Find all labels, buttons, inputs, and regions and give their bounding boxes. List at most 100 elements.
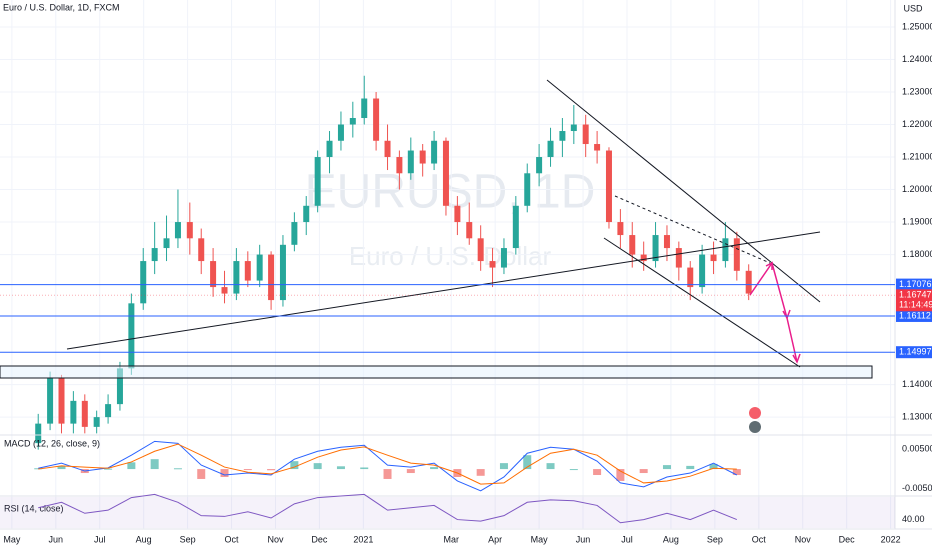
candle-body xyxy=(373,98,380,141)
macd-histogram-bar xyxy=(430,467,439,470)
flag-icon[interactable] xyxy=(749,421,761,433)
candle-body xyxy=(291,222,298,245)
macd-histogram-bar xyxy=(406,469,415,474)
candle-body xyxy=(116,368,123,405)
candle-body xyxy=(512,205,519,249)
candle-body xyxy=(699,254,706,288)
candle-body xyxy=(361,98,368,119)
candle-body xyxy=(174,222,181,239)
macd-histogram-bar xyxy=(662,465,671,470)
x-tick-label: Jul xyxy=(94,534,106,544)
macd-histogram-bar xyxy=(546,463,555,470)
x-tick-label: Mar xyxy=(443,534,459,544)
candle-body xyxy=(500,248,507,268)
candle-body xyxy=(419,150,426,164)
candle-body xyxy=(466,222,473,239)
x-tick-label: Oct xyxy=(752,534,767,544)
price-tag-label: 1.14997 xyxy=(899,347,932,357)
candle-body xyxy=(454,205,461,223)
macd-histogram-bar xyxy=(57,466,66,470)
candle-body xyxy=(279,244,286,301)
candle-body xyxy=(210,261,217,288)
y-tick-label: 1.21000 xyxy=(902,151,932,161)
candle-body xyxy=(570,124,577,132)
x-tick-label: May xyxy=(531,534,549,544)
macd-histogram-bar xyxy=(569,469,578,471)
trend-line xyxy=(66,231,821,350)
macd-histogram-bar xyxy=(593,469,602,476)
candle-body xyxy=(326,140,333,158)
macd-histogram-bar xyxy=(360,467,369,470)
macd-histogram-bar xyxy=(709,463,718,470)
candle-body xyxy=(349,118,356,125)
candle-body xyxy=(244,261,251,281)
candle-body xyxy=(93,417,100,427)
candle-body xyxy=(105,404,112,418)
macd-histogram-bar xyxy=(383,469,392,479)
candle-body xyxy=(396,157,403,174)
drawings xyxy=(0,79,873,433)
dashed-line xyxy=(614,195,771,264)
y-tick-label: 1.25000 xyxy=(902,21,932,31)
candle-body xyxy=(431,140,438,164)
candle-body xyxy=(524,173,531,206)
macd-histogram-bar xyxy=(313,463,322,470)
macd-histogram-bar xyxy=(732,469,741,476)
channel-bottom xyxy=(603,237,801,368)
countdown-label: 11:14:49 xyxy=(899,300,932,310)
x-tick-label: 2022 xyxy=(881,534,901,544)
candle-body xyxy=(675,248,682,268)
macd-histogram-bar xyxy=(336,466,345,470)
candle-body xyxy=(547,140,554,158)
candle-body xyxy=(489,261,496,268)
price-tag xyxy=(896,309,932,322)
x-tick-label: Sep xyxy=(707,534,723,544)
candle-body xyxy=(629,235,636,255)
candle-body xyxy=(745,270,752,294)
candle-body xyxy=(722,238,729,262)
y-tick-label: 1.20000 xyxy=(902,184,932,194)
x-tick-label: Apr xyxy=(488,534,502,544)
macd-histogram-bar xyxy=(616,469,625,481)
macd-histogram-bar xyxy=(150,459,159,470)
candle-body xyxy=(47,378,54,424)
candle-body xyxy=(337,124,344,141)
zone-rect xyxy=(0,365,873,379)
flag-icon[interactable] xyxy=(749,407,761,419)
price-tag xyxy=(896,278,932,291)
channel-top xyxy=(546,79,821,303)
macd-histogram-bar xyxy=(267,469,276,471)
candle-body xyxy=(303,205,310,223)
candle-body xyxy=(559,131,566,141)
price-tag-label: 1.16112 xyxy=(899,310,931,320)
x-tick-label: 2021 xyxy=(353,534,373,544)
macd-histogram-bar xyxy=(243,469,252,471)
macd-line xyxy=(38,440,738,492)
y-tick-label: 1.22000 xyxy=(902,119,932,129)
price-tag-label: 1.17076 xyxy=(899,279,932,289)
candle-body xyxy=(733,238,740,271)
x-tick-label: Aug xyxy=(136,534,152,544)
watermark: EURUSD, 1D xyxy=(305,166,596,219)
candle-body xyxy=(35,423,42,444)
macd-histogram-bar xyxy=(173,468,182,470)
y-tick-label: 1.24000 xyxy=(902,54,932,64)
watermark-subtitle: Euro / U.S. Dollar xyxy=(349,241,552,271)
x-tick-label: Dec xyxy=(311,534,328,544)
x-tick-label: Nov xyxy=(267,534,284,544)
candle-body xyxy=(442,140,449,206)
currency-label: USD xyxy=(903,3,923,13)
candle-body xyxy=(163,238,170,249)
price-tag xyxy=(896,346,932,359)
macd-title: MACD (12, 26, close, 9) xyxy=(4,438,100,448)
macd-histogram-bar xyxy=(499,463,508,470)
candle-body xyxy=(314,157,321,206)
x-tick-label: Aug xyxy=(663,534,679,544)
rsi-title: RSI (14, close) xyxy=(4,503,64,513)
rsi-band xyxy=(0,497,895,528)
macd-tick-label: -0.00500 xyxy=(902,483,932,493)
x-tick-label: Dec xyxy=(839,534,856,544)
macd-histogram-bar xyxy=(104,468,113,470)
